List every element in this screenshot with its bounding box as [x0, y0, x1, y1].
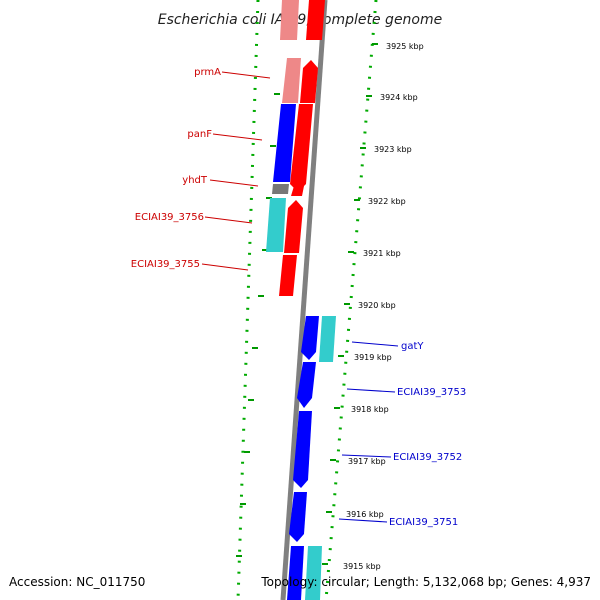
scale-ticks [236, 43, 378, 565]
leader-ECIAI39_3752 [341, 454, 392, 458]
gene-ECIAI39_3756-arrow [284, 200, 303, 253]
leader-ECIAI39_3756 [204, 216, 253, 224]
gene-ECIAI39_3751 [289, 492, 307, 542]
topology-text: Topology: circular; Length: 5,132,068 bp… [260, 575, 591, 589]
gene-bottom-cyan [305, 546, 322, 600]
label-gatY: gatY [401, 341, 424, 352]
genome-backbone [280, 0, 328, 600]
scale-dotline-left [236, 0, 260, 600]
kbp-label-3917: 3917 kbp [348, 457, 386, 466]
label-ECIAI39_3752: ECIAI39_3752 [393, 452, 462, 463]
gene-yhdT [272, 184, 289, 194]
leader-prmA [221, 71, 271, 79]
scale-dotline-right [324, 0, 378, 600]
gene-prmA-arrow [300, 60, 318, 103]
gene-gatY-arrow [301, 316, 319, 360]
accession-text: Accession: NC_011750 [9, 575, 145, 589]
gene-ECIAI39_3755 [279, 255, 297, 296]
kbp-label-3922: 3922 kbp [368, 197, 406, 206]
label-ECIAI39_3756: ECIAI39_3756 [135, 212, 204, 223]
leader-yhdT [209, 179, 259, 187]
gene-upper-pink [280, 0, 299, 40]
kbp-label-3921: 3921 kbp [363, 249, 401, 258]
label-ECIAI39_3753: ECIAI39_3753 [397, 387, 466, 398]
gene-upper-red-arrow [306, 0, 325, 40]
gene-panF-arrow [290, 104, 313, 192]
leader-ECIAI39_3753 [346, 388, 396, 393]
genome-title: Escherichia coli IAI39, complete genome [158, 12, 443, 28]
kbp-label-3923: 3923 kbp [374, 145, 412, 154]
kbp-label-3920: 3920 kbp [358, 301, 396, 310]
leader-ECIAI39_3755 [201, 263, 249, 271]
accession-bg [6, 572, 148, 590]
kbp-label-3916: 3916 kbp [346, 510, 384, 519]
gene-bottom-blue [287, 546, 304, 600]
gene-ECIAI39_3752 [293, 411, 312, 488]
leader-panF [212, 133, 263, 141]
leader-ECIAI39_3751 [338, 518, 388, 523]
gene-ECIAI39_3753 [297, 362, 316, 408]
label-ECIAI39_3751: ECIAI39_3751 [389, 517, 458, 528]
gene-ECIAI39_3756 [266, 198, 286, 252]
kbp-label-3918: 3918 kbp [351, 405, 389, 414]
gene-yhdT-arrow [291, 182, 304, 196]
label-prmA: prmA [194, 67, 221, 78]
kbp-label-3915: 3915 kbp [343, 562, 381, 571]
kbp-label-3925: 3925 kbp [386, 42, 424, 51]
leader-gatY [351, 341, 399, 347]
gene-panF [273, 104, 296, 182]
gene-gatY [319, 316, 336, 362]
label-ECIAI39_3755: ECIAI39_3755 [131, 259, 200, 270]
label-panF: panF [187, 129, 212, 140]
gene-prmA [282, 58, 301, 103]
kbp-label-3924: 3924 kbp [380, 93, 418, 102]
kbp-label-3919: 3919 kbp [354, 353, 392, 362]
label-yhdT: yhdT [182, 175, 208, 186]
